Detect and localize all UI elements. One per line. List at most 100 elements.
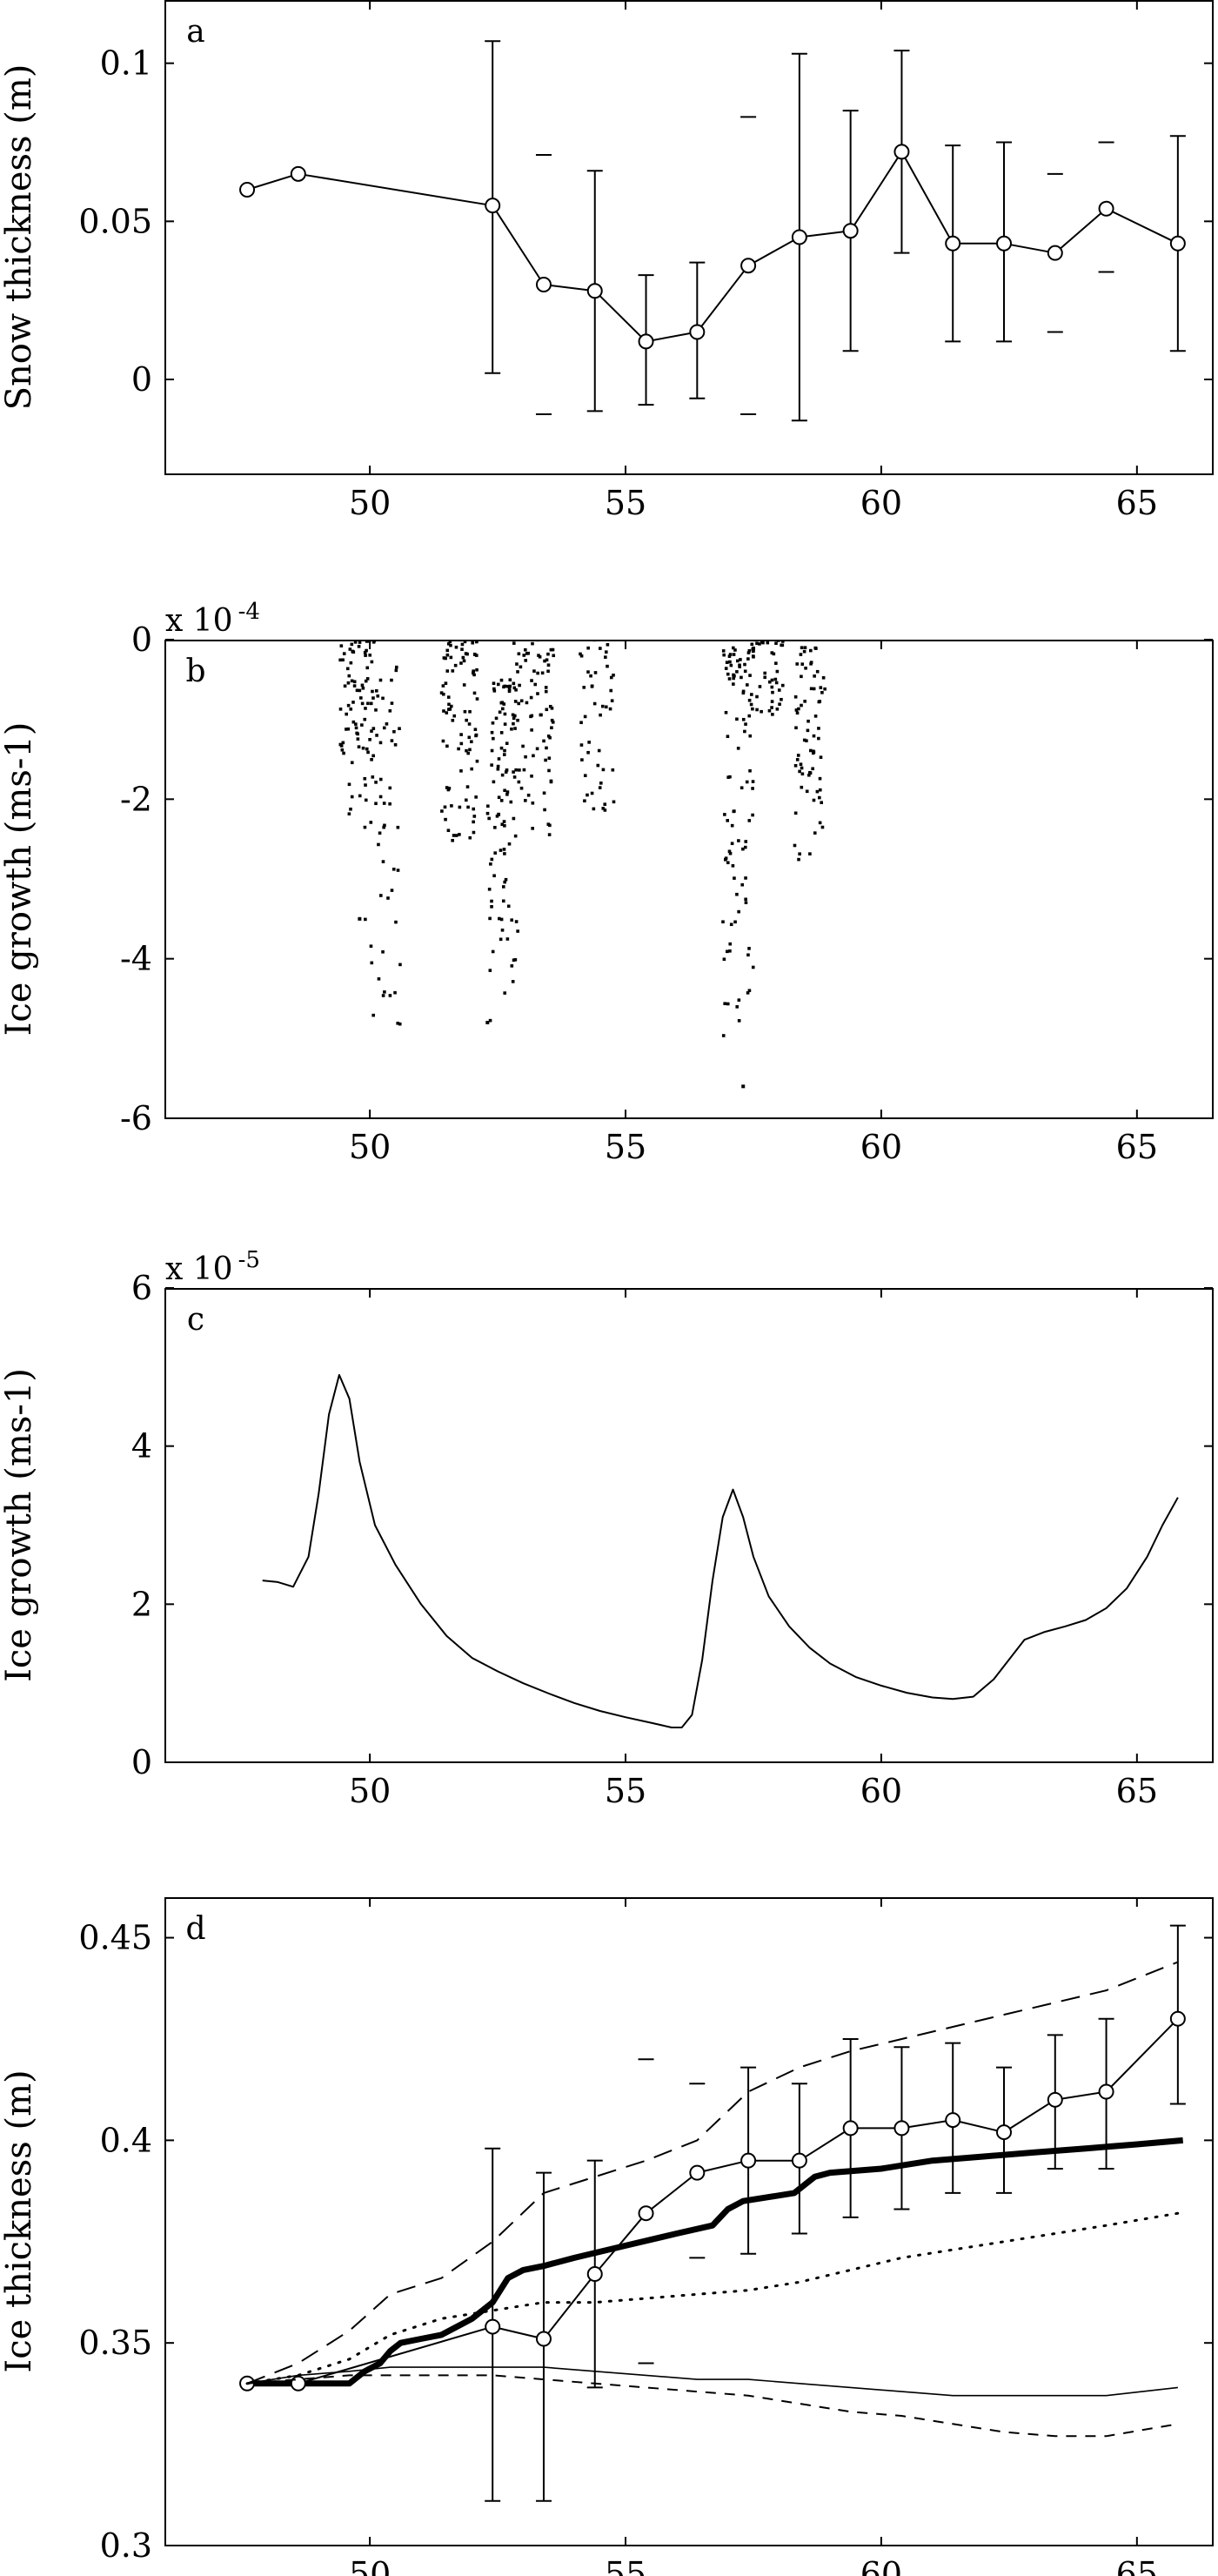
scatter-point — [722, 957, 726, 962]
scatter-point — [510, 727, 513, 731]
scatter-point — [381, 860, 385, 863]
data-point — [1098, 2083, 1114, 2100]
scatter-point — [818, 788, 822, 792]
scatter-point — [396, 869, 400, 872]
scatter-point — [383, 823, 386, 828]
scatter-point — [519, 786, 524, 790]
y-tick-label: -2 — [120, 780, 152, 818]
x-tick-label: 65 — [1116, 1772, 1158, 1810]
scatter-point — [728, 851, 733, 855]
scatter-point — [795, 758, 800, 761]
scatter-points — [338, 640, 826, 1089]
scatter-point — [730, 823, 734, 828]
scatter-point — [767, 708, 772, 713]
scatter-point — [599, 713, 602, 717]
scatter-point — [770, 651, 774, 654]
data-point — [996, 2124, 1012, 2141]
scatter-point — [487, 887, 492, 891]
scatter-point — [499, 678, 504, 682]
axes-frame — [164, 1897, 1214, 2546]
scatter-point — [363, 717, 367, 721]
scatter-point — [463, 709, 467, 714]
scatter-point — [604, 655, 607, 659]
scatter-point — [349, 807, 352, 811]
scatter-point — [382, 726, 386, 730]
scatter-point — [763, 671, 767, 675]
scatter-point — [512, 816, 516, 821]
scatter-point — [732, 682, 735, 686]
scatter-point — [755, 641, 759, 646]
scatter-point — [468, 748, 472, 752]
scatter-point — [751, 787, 754, 790]
scatter-point — [751, 965, 755, 969]
scatter-point — [474, 734, 478, 738]
scatter-point — [551, 721, 555, 724]
scatter-point — [597, 748, 601, 753]
scatter-point — [721, 920, 725, 924]
scatter-point — [472, 673, 476, 677]
data-point — [485, 198, 501, 214]
scatter-point — [369, 944, 373, 949]
exponent-power: -4 — [238, 599, 260, 625]
scatter-point — [445, 711, 449, 714]
y-tick-label: 0 — [131, 1743, 152, 1781]
scatter-point — [798, 769, 801, 774]
scatter-point — [808, 748, 813, 753]
scatter-point — [346, 703, 351, 708]
scatter-point — [812, 749, 815, 754]
data-point — [535, 2331, 552, 2347]
data-point — [791, 2152, 807, 2169]
scatter-point — [733, 876, 736, 880]
scatter-point — [516, 718, 519, 722]
scatter-point — [377, 842, 380, 847]
series-line-marker-line — [246, 151, 1179, 343]
scatter-point — [542, 791, 546, 795]
scatter-point — [474, 654, 478, 657]
scatter-point — [545, 746, 548, 750]
scatter-point — [735, 717, 739, 721]
data-point — [290, 2375, 306, 2392]
y-tick-label: 0 — [131, 360, 152, 399]
scatter-point — [809, 661, 813, 664]
scatter-point — [499, 937, 503, 942]
scatter-point — [378, 777, 383, 782]
scatter-point — [514, 920, 519, 923]
scatter-point — [735, 670, 739, 674]
scatter-point — [542, 739, 545, 743]
scatter-point — [371, 775, 375, 779]
scatter-point — [444, 681, 448, 685]
scatter-point — [498, 710, 502, 714]
scatter-point — [461, 655, 465, 660]
scatter-point — [803, 700, 806, 703]
series-line-thick — [247, 2137, 1184, 2387]
scatter-point — [743, 729, 746, 734]
scatter-point — [468, 835, 472, 840]
scatter-point — [802, 649, 806, 654]
data-point — [740, 2152, 757, 2169]
scatter-point — [797, 857, 800, 862]
scatter-point — [806, 728, 810, 733]
scatter-point — [339, 644, 344, 647]
scatter-point — [394, 920, 398, 924]
scatter-point — [592, 807, 596, 811]
scatter-point — [497, 757, 501, 761]
scatter-point — [746, 651, 751, 654]
scatter-point — [546, 652, 550, 656]
scatter-point — [543, 808, 546, 812]
scatter-point — [755, 694, 759, 699]
scatter-point — [364, 798, 368, 802]
scatter-point — [807, 773, 811, 777]
scatter-point — [818, 776, 822, 781]
scatter-point — [499, 746, 504, 750]
scatter-point — [532, 754, 535, 758]
scatter-point — [370, 758, 373, 761]
scatter-point — [472, 820, 475, 824]
scatter-point — [750, 693, 753, 696]
scatter-point — [733, 674, 736, 678]
scatter-point — [544, 758, 547, 762]
y-tick-label: -6 — [120, 1099, 152, 1137]
scatter-point — [381, 696, 385, 701]
scatter-point — [445, 653, 450, 657]
